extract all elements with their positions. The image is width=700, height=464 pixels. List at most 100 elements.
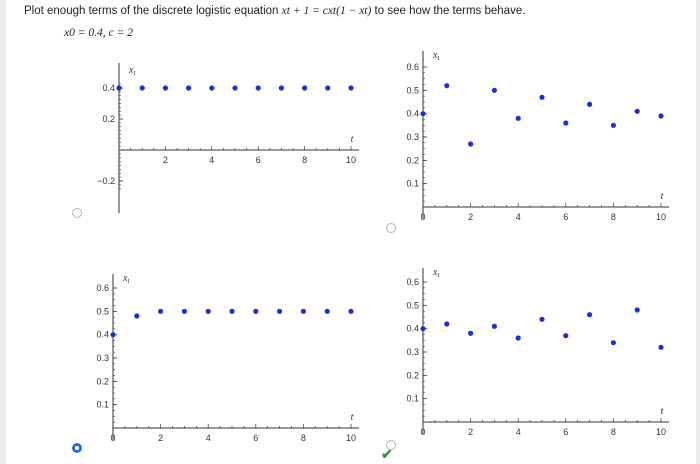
y-tick-label: 0.2 xyxy=(96,376,109,386)
chart-a: 2 4 6 8 10 0.4 0.2 −0.2 t xt xyxy=(97,63,359,213)
data-point xyxy=(158,308,164,314)
data-point xyxy=(610,122,616,128)
data-point xyxy=(324,308,330,314)
data-point xyxy=(563,120,569,126)
data-point xyxy=(186,85,192,91)
x-tick-label: 8 xyxy=(301,433,306,443)
radio-d[interactable] xyxy=(386,440,396,450)
data-point xyxy=(134,313,140,319)
y-tick-label: −0.2 xyxy=(97,176,115,186)
equation: xt + 1 = cxt(1 − xt) xyxy=(281,5,372,17)
question-text: Plot enough terms of the discrete logist… xyxy=(24,5,525,17)
x-axis-label: t xyxy=(661,191,664,202)
x-tick-label: 2 xyxy=(163,155,168,165)
x-tick-label: 2 xyxy=(158,433,163,443)
question-prefix: Plot enough terms of the discrete logist… xyxy=(24,5,279,17)
x-axis-label: t xyxy=(661,406,664,417)
x-tick-label: 4 xyxy=(209,155,214,165)
data-point xyxy=(255,85,261,91)
radio-c[interactable] xyxy=(72,443,82,453)
data-point xyxy=(658,344,664,350)
initial-params: x0 = 0.4, c = 2 xyxy=(64,27,133,39)
radio-b[interactable] xyxy=(386,223,396,233)
data-point xyxy=(420,326,426,332)
data-point xyxy=(232,85,238,91)
x-tick-label: 10 xyxy=(656,427,666,437)
x-tick-label: 6 xyxy=(563,427,568,437)
data-point xyxy=(539,94,545,100)
correct-check-icon: ✔ xyxy=(381,446,393,462)
chart-c: 0 2 4 6 8 10 0.6 0.5 0.4 0.3 0.2 0.1 t xt xyxy=(96,273,359,443)
data-point xyxy=(302,85,308,91)
data-point xyxy=(587,312,593,318)
data-point xyxy=(205,308,211,314)
data-point xyxy=(348,85,354,91)
data-point xyxy=(139,85,145,91)
y-axis-label: xt xyxy=(128,65,136,77)
x-tick-label: 10 xyxy=(656,212,666,222)
y-tick-label: 0.3 xyxy=(96,353,109,363)
data-point xyxy=(209,85,215,91)
radio-a[interactable] xyxy=(72,208,82,218)
data-point xyxy=(563,333,569,339)
data-point xyxy=(348,308,354,314)
data-point xyxy=(515,115,521,121)
y-tick-label: 0.3 xyxy=(406,132,419,142)
x-tick-label: 8 xyxy=(611,427,616,437)
data-point xyxy=(253,308,259,314)
x-tick-label: 8 xyxy=(611,212,616,222)
y-axis-label: xt xyxy=(432,267,440,279)
data-point xyxy=(634,108,640,114)
data-point xyxy=(444,83,450,89)
x-tick-label: 0 xyxy=(420,427,425,437)
data-point xyxy=(420,111,426,117)
x-tick-label: 2 xyxy=(468,212,473,222)
y-tick-label: 0.1 xyxy=(406,394,419,404)
data-point xyxy=(610,340,616,346)
x-tick-label: 0 xyxy=(110,433,115,443)
question-suffix: to see how the terms behave. xyxy=(374,5,526,17)
y-tick-label: 0.4 xyxy=(406,109,419,119)
y-axis-label: xt xyxy=(432,50,440,62)
y-tick-label: 0.2 xyxy=(102,114,115,124)
x-axis-label: t xyxy=(351,412,354,423)
chart-d: 0 2 4 6 8 10 0.6 0.5 0.4 0.3 0.2 0.1 t xt xyxy=(406,267,669,437)
data-point xyxy=(468,330,474,336)
y-axis-label: xt xyxy=(122,273,130,285)
y-tick-label: 0.2 xyxy=(406,155,419,165)
data-point xyxy=(277,308,283,314)
y-tick-label: 0.6 xyxy=(96,283,109,293)
data-point xyxy=(116,85,122,91)
x-tick-label: 4 xyxy=(516,427,521,437)
y-tick-label: 0.1 xyxy=(96,400,109,410)
x-tick-label: 6 xyxy=(256,155,261,165)
data-point xyxy=(300,308,306,314)
y-tick-label: 0.5 xyxy=(96,306,109,316)
data-point xyxy=(278,85,284,91)
x-tick-label: 8 xyxy=(302,155,307,165)
x-tick-label: 4 xyxy=(516,212,521,222)
data-point xyxy=(110,332,116,338)
question-page: Plot enough terms of the discrete logist… xyxy=(6,0,696,464)
x-tick-label: 6 xyxy=(253,433,258,443)
y-tick-label: 0.4 xyxy=(406,324,419,334)
y-tick-label: 0.1 xyxy=(406,179,419,189)
y-tick-label: 0.2 xyxy=(406,370,419,380)
y-tick-label: 0.4 xyxy=(96,330,109,340)
data-point xyxy=(634,307,640,313)
x-tick-label: 0 xyxy=(420,212,425,222)
data-point xyxy=(539,316,545,322)
data-point xyxy=(491,323,497,329)
y-tick-label: 0.5 xyxy=(406,85,419,95)
data-point xyxy=(491,87,497,93)
data-point xyxy=(229,308,235,314)
data-point xyxy=(658,113,664,119)
x-axis-label: t xyxy=(351,134,354,145)
x-tick-label: 10 xyxy=(346,433,356,443)
x-tick-label: 2 xyxy=(468,427,473,437)
data-point xyxy=(162,85,168,91)
chart-b: 0 2 4 6 8 10 0.6 0.5 0.4 0.3 0.2 0.1 t xt xyxy=(406,50,669,222)
data-point xyxy=(181,308,187,314)
y-tick-label: 0.6 xyxy=(406,277,419,287)
data-point xyxy=(325,85,331,91)
